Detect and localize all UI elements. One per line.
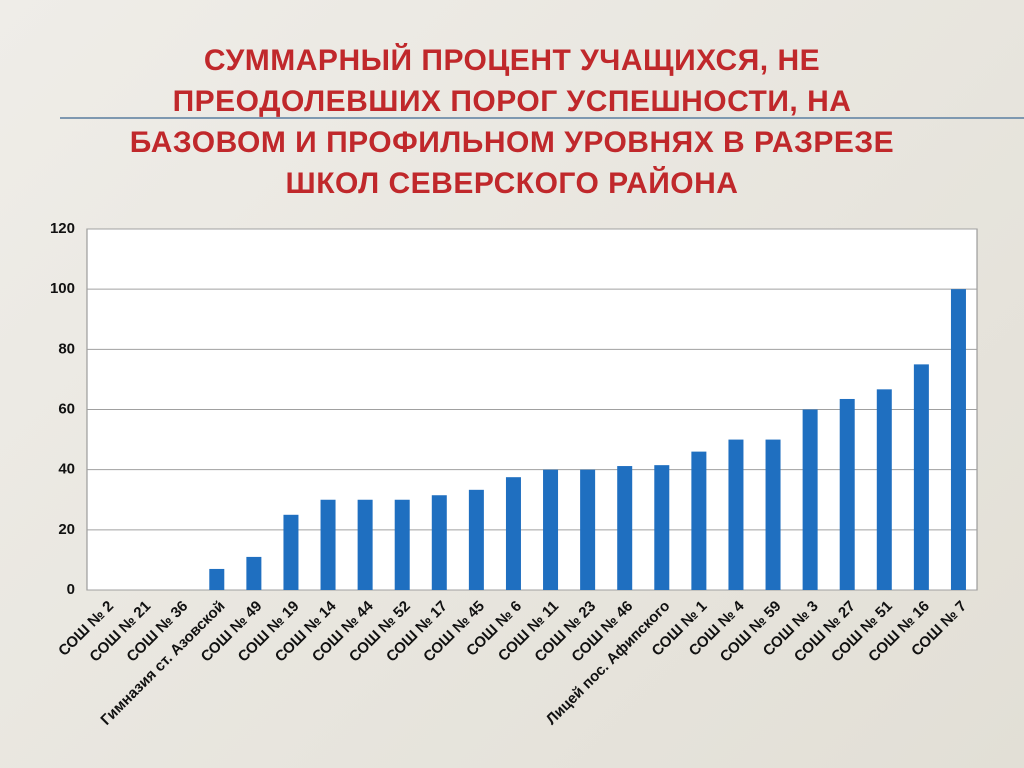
bar bbox=[802, 409, 818, 590]
y-tick-label: 60 bbox=[58, 400, 75, 417]
bar bbox=[950, 289, 966, 590]
title-rule bbox=[60, 117, 1024, 119]
bar bbox=[505, 477, 521, 590]
chart-title: СУММАРНЫЙ ПРОЦЕНТ УЧАЩИХСЯ, НЕ ПРЕОДОЛЕВ… bbox=[129, 44, 895, 200]
bar bbox=[617, 466, 633, 590]
bar bbox=[394, 499, 410, 590]
bar bbox=[468, 489, 484, 590]
bar bbox=[913, 364, 929, 590]
bar bbox=[654, 465, 670, 590]
bar bbox=[320, 499, 336, 590]
bar bbox=[431, 495, 447, 590]
bar bbox=[283, 514, 299, 590]
bar bbox=[246, 556, 262, 590]
y-tick-label: 100 bbox=[50, 280, 75, 297]
y-tick-label: 80 bbox=[58, 340, 75, 357]
y-tick-label: 40 bbox=[58, 461, 75, 478]
bar bbox=[876, 389, 892, 590]
bar bbox=[580, 469, 596, 590]
bar bbox=[728, 439, 744, 590]
bar bbox=[691, 451, 707, 590]
y-tick-label: 20 bbox=[58, 521, 75, 538]
bar bbox=[209, 568, 225, 590]
bar bbox=[839, 398, 855, 590]
bar bbox=[357, 499, 373, 590]
y-tick-label: 0 bbox=[67, 581, 75, 598]
bar bbox=[765, 439, 781, 590]
y-tick-label: 120 bbox=[50, 220, 75, 237]
bar bbox=[543, 469, 559, 590]
